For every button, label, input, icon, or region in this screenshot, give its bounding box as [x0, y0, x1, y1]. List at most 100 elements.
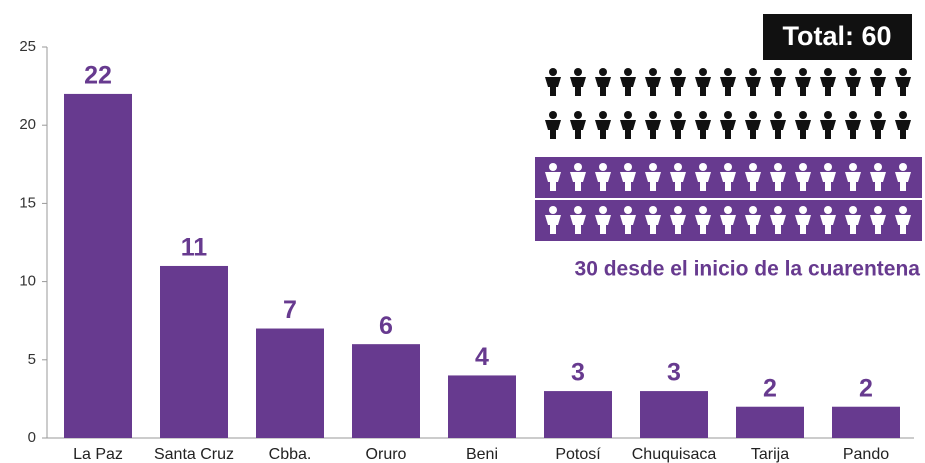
person-icon	[595, 120, 611, 139]
person-icon	[824, 111, 832, 119]
person-icon	[549, 111, 557, 119]
value-label: 22	[84, 62, 112, 90]
person-icon	[724, 111, 732, 119]
person-icon	[874, 68, 882, 76]
person-icon	[749, 68, 757, 76]
person-icon	[670, 215, 686, 234]
person-icon	[574, 68, 582, 76]
total-box	[763, 14, 912, 60]
person-icon	[570, 77, 586, 96]
person-icon	[824, 68, 832, 76]
person-icon	[545, 215, 561, 234]
person-icon	[620, 215, 636, 234]
quarantine-note: 30 desde el inicio de la cuarentena	[575, 258, 921, 281]
person-icon	[770, 172, 786, 191]
person-icon	[820, 172, 836, 191]
bar	[160, 265, 228, 438]
person-icon	[749, 163, 757, 171]
person-icon	[624, 206, 632, 214]
person-icon	[770, 77, 786, 96]
person-icon	[674, 111, 682, 119]
value-label: 4	[475, 343, 489, 371]
y-tick-label: 25	[19, 38, 36, 55]
x-tick-label: Cbba.	[269, 446, 312, 463]
person-icon	[795, 77, 811, 96]
person-icon	[599, 163, 607, 171]
person-icon	[895, 77, 911, 96]
person-icon	[720, 215, 736, 234]
person-icon	[899, 206, 907, 214]
person-icon	[574, 206, 582, 214]
bar	[256, 328, 324, 438]
person-icon	[849, 68, 857, 76]
y-tick-label: 10	[19, 273, 36, 290]
person-icon	[699, 68, 707, 76]
person-icon	[874, 111, 882, 119]
person-icon	[699, 163, 707, 171]
person-icon	[770, 215, 786, 234]
person-icon	[545, 77, 561, 96]
person-icon	[874, 206, 882, 214]
person-icon	[649, 163, 657, 171]
person-icon	[695, 215, 711, 234]
person-icon	[874, 163, 882, 171]
person-icon	[849, 163, 857, 171]
person-icon	[774, 163, 782, 171]
person-icon	[624, 163, 632, 171]
person-icon	[845, 215, 861, 234]
person-icon	[724, 206, 732, 214]
bar	[64, 93, 132, 439]
bar	[736, 406, 804, 438]
y-tick-label: 20	[19, 116, 36, 133]
person-icon	[745, 215, 761, 234]
person-icon	[545, 172, 561, 191]
x-tick-label: Pando	[843, 446, 889, 463]
person-icon	[845, 120, 861, 139]
value-label: 3	[667, 359, 681, 387]
person-icon	[899, 68, 907, 76]
person-icon	[899, 111, 907, 119]
person-icon	[795, 215, 811, 234]
person-icon	[870, 120, 886, 139]
x-tick-label: Oruro	[366, 446, 407, 463]
person-icon	[595, 172, 611, 191]
person-icon	[720, 77, 736, 96]
x-tick-label: Santa Cruz	[154, 446, 234, 463]
person-icon	[645, 120, 661, 139]
person-icon	[749, 206, 757, 214]
person-icon	[724, 68, 732, 76]
person-icon	[649, 111, 657, 119]
person-icon	[695, 120, 711, 139]
value-label: 3	[571, 359, 585, 387]
value-label: 11	[181, 234, 208, 262]
person-icon	[795, 172, 811, 191]
bar	[640, 391, 708, 438]
person-icon	[649, 206, 657, 214]
person-icon	[595, 77, 611, 96]
value-label: 2	[859, 374, 873, 402]
person-icon	[849, 111, 857, 119]
person-icon	[595, 215, 611, 234]
x-tick-label: Tarija	[751, 446, 789, 463]
bar	[352, 344, 420, 438]
person-icon	[570, 172, 586, 191]
person-icon	[799, 163, 807, 171]
person-icon	[645, 77, 661, 96]
person-icon	[799, 111, 807, 119]
person-icon	[820, 120, 836, 139]
person-icon	[549, 206, 557, 214]
person-icon	[845, 172, 861, 191]
person-icon	[824, 163, 832, 171]
y-tick-label: 0	[28, 429, 36, 446]
person-icon	[895, 172, 911, 191]
person-icon	[895, 215, 911, 234]
person-icon	[749, 111, 757, 119]
person-icon	[845, 77, 861, 96]
person-icon	[870, 77, 886, 96]
person-icon	[720, 120, 736, 139]
value-label: 7	[283, 296, 297, 324]
person-icon	[699, 111, 707, 119]
person-icon	[549, 68, 557, 76]
person-icon	[649, 68, 657, 76]
